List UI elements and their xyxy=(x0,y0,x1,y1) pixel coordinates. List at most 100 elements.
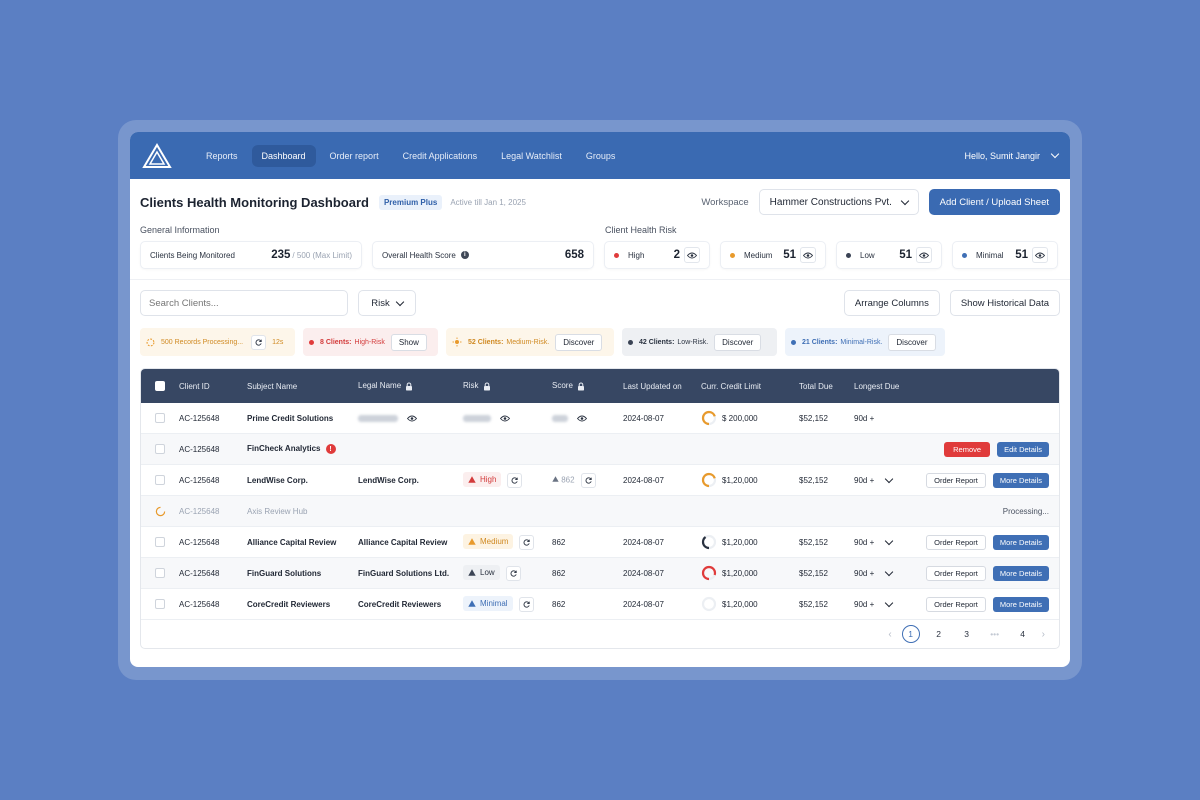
add-client-button[interactable]: Add Client / Upload Sheet xyxy=(928,189,1060,215)
eye-icon[interactable] xyxy=(497,410,512,426)
minimal-count: 21 Clients: xyxy=(802,338,838,346)
historical-data-button[interactable]: Show Historical Data xyxy=(949,290,1060,316)
processing-time: 12s xyxy=(272,338,284,346)
medium-label: Medium-Risk. xyxy=(506,338,550,346)
order-report-button[interactable]: Order Report xyxy=(926,596,986,612)
more-details-button[interactable]: More Details xyxy=(992,565,1049,581)
score: 862 xyxy=(552,537,566,547)
subject-name: CoreCredit Reviewers xyxy=(247,599,331,609)
table-toolbar: Risk Arrange Columns Show Historical Dat… xyxy=(140,290,1060,316)
discover-low-button[interactable]: Discover xyxy=(714,333,762,351)
col-longest-due[interactable]: Longest Due xyxy=(854,381,900,391)
low-risk-pill: 42 Clients: Low-Risk. Discover xyxy=(622,328,777,356)
refresh-icon[interactable] xyxy=(505,566,521,582)
medium-risk-pill: 52 Clients: Medium-Risk. Discover xyxy=(446,328,614,356)
row-checkbox[interactable] xyxy=(155,568,165,578)
refresh-icon[interactable] xyxy=(580,472,596,488)
table-row[interactable]: AC-125648 Prime Credit Solutions 2024-08… xyxy=(141,403,1059,434)
score-hidden xyxy=(552,410,623,426)
search-input[interactable] xyxy=(140,290,348,316)
col-credit-limit[interactable]: Curr. Credit Limit xyxy=(701,381,762,391)
chevron-left-icon[interactable]: ‹ xyxy=(888,628,892,640)
error-icon[interactable]: ! xyxy=(325,444,336,454)
blurred-value xyxy=(358,414,398,422)
score: 862 xyxy=(552,599,566,609)
general-info-label: General Information xyxy=(140,225,220,235)
page-4[interactable]: 4 xyxy=(1020,629,1026,639)
chevron-down-icon[interactable] xyxy=(885,567,894,576)
page-1[interactable]: 1 xyxy=(901,625,920,643)
eye-icon[interactable] xyxy=(800,247,816,263)
col-total-due[interactable]: Total Due xyxy=(799,381,833,391)
col-score[interactable]: Score xyxy=(552,381,623,390)
brand-logo-icon[interactable] xyxy=(142,142,172,169)
row-checkbox[interactable] xyxy=(155,475,165,485)
table-row[interactable]: AC-125648 FinCheck Analytics! Remove Edi… xyxy=(141,434,1059,465)
page-2[interactable]: 2 xyxy=(936,629,942,639)
col-last-updated[interactable]: Last Updated on xyxy=(623,381,682,391)
nav-credit-applications[interactable]: Credit Applications xyxy=(402,150,478,161)
nav-order-report[interactable]: Order report xyxy=(329,150,379,161)
discover-minimal-button[interactable]: Discover xyxy=(888,333,936,351)
table-row[interactable]: AC-125648 Alliance Capital Review Allian… xyxy=(141,527,1059,558)
info-icon[interactable]: i xyxy=(460,251,469,259)
risk-badge: Minimal xyxy=(463,595,513,611)
legal-name: CoreCredit Reviewers xyxy=(358,599,442,609)
refresh-icon[interactable] xyxy=(251,334,267,350)
nav-dashboard[interactable]: Dashboard xyxy=(251,144,316,167)
risk-hidden xyxy=(463,410,552,426)
eye-icon[interactable] xyxy=(1032,247,1048,263)
row-checkbox[interactable] xyxy=(155,599,165,609)
table-row[interactable]: AC-125648 LendWise Corp. LendWise Corp. … xyxy=(141,465,1059,496)
risk-card-minimal: Minimal 51 xyxy=(952,241,1058,269)
show-high-risk-button[interactable]: Show xyxy=(390,333,427,351)
arrange-columns-button[interactable]: Arrange Columns xyxy=(843,290,940,316)
col-subject-name[interactable]: Subject Name xyxy=(247,381,298,391)
user-menu[interactable]: Hello, Sumit Jangir xyxy=(964,149,1060,161)
col-client-id[interactable]: Client ID xyxy=(179,381,210,391)
row-checkbox[interactable] xyxy=(155,413,165,423)
minimal-dot-icon xyxy=(962,252,967,258)
col-legal-name[interactable]: Legal Name xyxy=(358,381,463,390)
row-checkbox[interactable] xyxy=(155,537,165,547)
risk-filter-dropdown[interactable]: Risk xyxy=(358,290,416,316)
refresh-icon[interactable] xyxy=(518,597,534,613)
nav-legal-watchlist[interactable]: Legal Watchlist xyxy=(501,150,562,161)
workspace-select[interactable]: Hammer Constructions Pvt. xyxy=(758,189,919,215)
more-details-button[interactable]: More Details xyxy=(992,596,1049,612)
chevron-down-icon[interactable] xyxy=(885,474,894,483)
workspace-value: Hammer Constructions Pvt. xyxy=(769,196,892,208)
table-row[interactable]: AC-125648 CoreCredit Reviewers CoreCredi… xyxy=(141,589,1059,620)
eye-icon[interactable] xyxy=(574,410,589,426)
eye-icon[interactable] xyxy=(404,410,419,426)
remove-button[interactable]: Remove xyxy=(944,441,991,457)
eye-icon[interactable] xyxy=(684,247,700,263)
order-report-button[interactable]: Order Report xyxy=(926,472,986,488)
table-row[interactable]: AC-125648 Axis Review Hub Processing... xyxy=(141,496,1059,527)
order-report-button[interactable]: Order Report xyxy=(926,534,986,550)
row-checkbox[interactable] xyxy=(155,444,165,454)
more-details-button[interactable]: More Details xyxy=(992,472,1049,488)
chevron-down-icon[interactable] xyxy=(885,536,894,545)
nav-reports[interactable]: Reports xyxy=(206,150,238,161)
longest-due-text: 90d + xyxy=(854,599,875,609)
select-all-checkbox[interactable] xyxy=(155,381,165,391)
nav-groups[interactable]: Groups xyxy=(585,150,616,161)
discover-medium-button[interactable]: Discover xyxy=(555,333,603,351)
high-risk-pill: 8 Clients: High-Risk Show xyxy=(303,328,438,356)
longest-due: 90d + xyxy=(854,413,875,423)
edit-details-button[interactable]: Edit Details xyxy=(997,441,1049,457)
chevron-down-icon[interactable] xyxy=(885,598,894,607)
refresh-icon[interactable] xyxy=(507,473,523,489)
more-details-button[interactable]: More Details xyxy=(992,534,1049,550)
table-row[interactable]: AC-125648 FinGuard Solutions FinGuard So… xyxy=(141,558,1059,589)
col-risk[interactable]: Risk xyxy=(463,381,552,390)
chevron-right-icon[interactable]: › xyxy=(1041,628,1045,640)
legal-name: LendWise Corp. xyxy=(358,475,419,485)
page-3[interactable]: 3 xyxy=(964,629,970,639)
order-report-button[interactable]: Order Report xyxy=(926,565,986,581)
workspace-label: Workspace xyxy=(701,196,749,208)
minimal-dot-icon xyxy=(791,339,796,345)
eye-icon[interactable] xyxy=(916,247,932,263)
refresh-icon[interactable] xyxy=(519,535,535,551)
